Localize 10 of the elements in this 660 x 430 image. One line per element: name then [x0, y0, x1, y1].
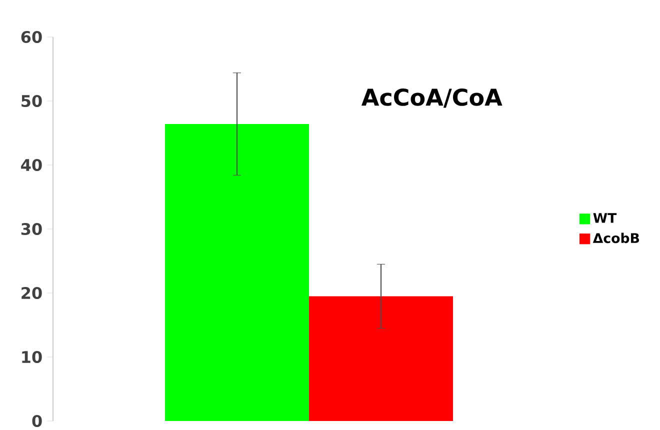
- y-tick-label: 40: [21, 158, 42, 172]
- y-tick-label: 50: [22, 94, 42, 108]
- y-tick-label: 60: [21, 30, 42, 44]
- legend-label: WT: [593, 213, 617, 223]
- y-tick-label: 20: [22, 286, 42, 300]
- legend-label: ΔcobB: [592, 232, 639, 244]
- y-tick-label: 0: [32, 414, 42, 428]
- y-tick-label: 30: [21, 222, 42, 236]
- text: AcCoA/CoA: [361, 88, 502, 108]
- y-tick-label: 10: [22, 350, 42, 364]
